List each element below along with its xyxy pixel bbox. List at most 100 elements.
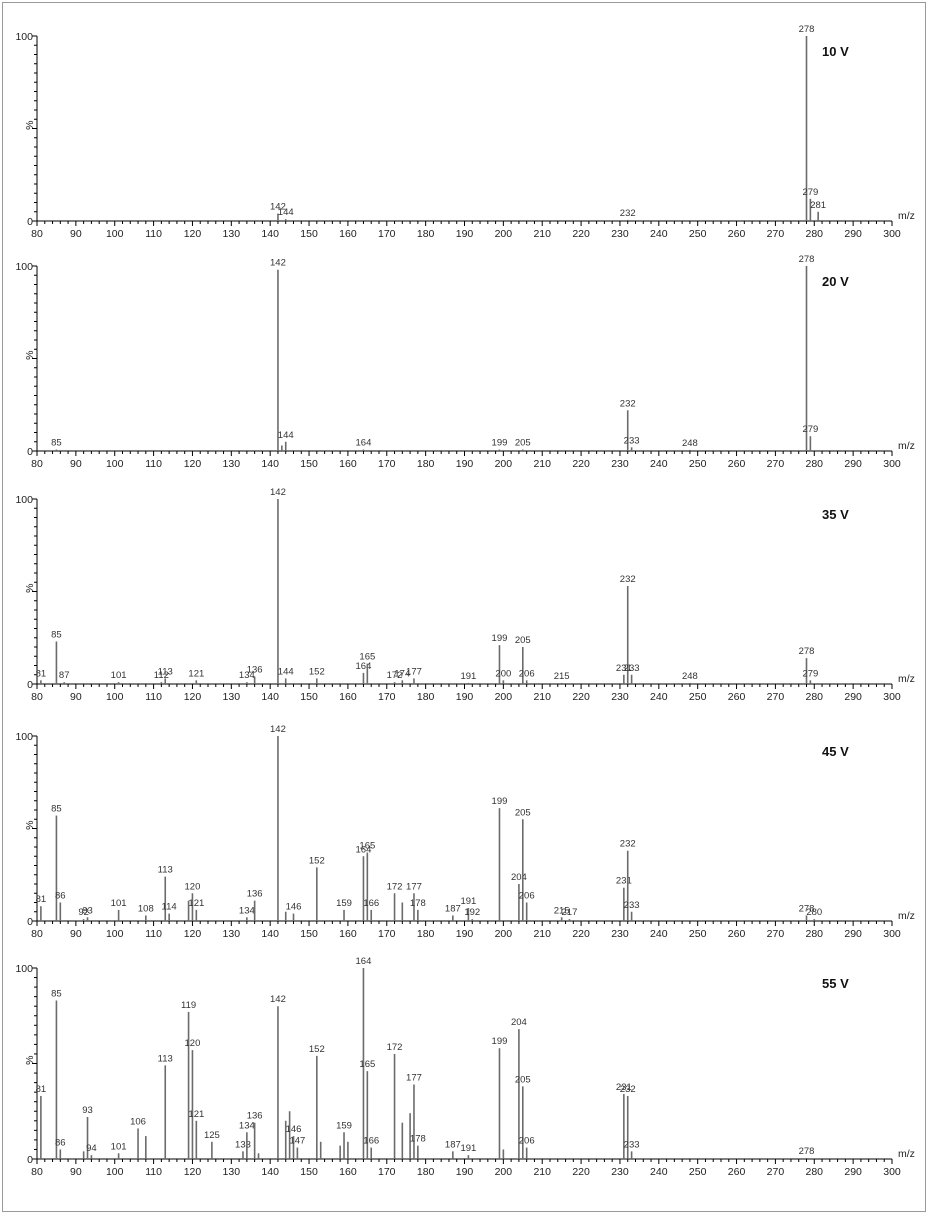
peak-label: 191 [460,896,476,907]
x-tick-label: 230 [611,228,629,240]
x-tick-label: 140 [261,691,279,703]
x-tick-label: 300 [883,228,901,240]
y-axis-label: % [24,1056,36,1065]
peak-label: 81 [36,1084,47,1095]
peak-label: 86 [55,891,66,902]
peak-label: 278 [799,646,815,657]
peak-label: 142 [270,994,286,1005]
x-tick-label: 140 [261,458,279,470]
x-tick-label: 200 [495,228,513,240]
peak-label: 178 [410,1134,426,1145]
x-tick-label: 80 [31,458,43,470]
x-tick-label: 210 [533,228,551,240]
x-tick-label: 190 [456,228,474,240]
peak-label: 165 [359,841,375,852]
x-tick-label: 160 [339,928,357,940]
x-tick-label: 230 [611,458,629,470]
peak-label: 233 [624,900,640,911]
peak-label: 92 [78,907,89,918]
peak-label: 106 [130,1116,146,1127]
peak-label: 144 [278,430,294,441]
peak-label: 136 [247,1111,263,1122]
x-tick-label: 150 [300,458,318,470]
peak-label: 147 [289,1136,305,1147]
peak-label: 232 [620,574,636,585]
x-axis-label: m/z [898,910,915,922]
x-tick-label: 100 [106,228,124,240]
x-tick-label: 290 [844,691,862,703]
x-tick-label: 300 [883,1166,901,1178]
x-tick-label: 250 [689,1166,707,1178]
peak-label: 85 [51,804,62,815]
x-tick-label: 80 [31,691,43,703]
peak-label: 204 [511,872,527,883]
x-tick-label: 190 [456,691,474,703]
peak-label: 177 [406,881,422,892]
peak-label: 231 [616,876,632,887]
collision-voltage-label: 20 V [822,274,849,289]
peak-label: 278 [799,24,815,35]
x-tick-label: 300 [883,691,901,703]
peak-label: 187 [445,1139,461,1150]
x-tick-label: 180 [417,1166,435,1178]
x-tick-label: 300 [883,458,901,470]
y-tick-label: 100 [15,261,33,273]
peak-label: 81 [36,894,47,905]
x-tick-label: 130 [223,228,241,240]
peak-label: 172 [387,881,403,892]
peak-label: 174 [394,668,410,679]
y-tick-label: 100 [15,963,33,975]
peak-label: 187 [445,903,461,914]
x-tick-label: 170 [378,458,396,470]
x-tick-label: 220 [572,928,590,940]
peak-label: 164 [356,661,372,672]
peak-label: 144 [278,666,294,677]
x-tick-label: 270 [767,691,785,703]
peak-label: 206 [519,891,535,902]
x-tick-label: 280 [806,691,824,703]
peak-label: 232 [620,1084,636,1095]
peak-label: 136 [247,889,263,900]
x-tick-label: 100 [106,1166,124,1178]
collision-voltage-label: 10 V [822,44,849,59]
peak-label: 205 [515,635,531,646]
x-tick-label: 180 [417,458,435,470]
x-tick-label: 130 [223,928,241,940]
x-tick-label: 210 [533,1166,551,1178]
x-tick-label: 220 [572,1166,590,1178]
x-tick-label: 160 [339,691,357,703]
peak-label: 121 [188,1109,204,1120]
peak-label: 215 [554,905,570,916]
peak-label: 233 [624,1139,640,1150]
peak-label: 278 [799,1146,815,1157]
x-tick-label: 120 [184,1166,202,1178]
x-tick-label: 130 [223,458,241,470]
peak-label: 113 [158,1053,173,1064]
x-tick-label: 170 [378,928,396,940]
x-tick-label: 260 [728,228,746,240]
peak-label: 142 [270,258,286,269]
x-tick-label: 290 [844,928,862,940]
x-tick-label: 210 [533,928,551,940]
x-tick-label: 260 [728,928,746,940]
y-tick-label: 0 [27,679,33,691]
x-tick-label: 250 [689,458,707,470]
peak-label: 114 [162,902,177,913]
x-tick-label: 170 [378,1166,396,1178]
y-tick-label: 0 [27,216,33,228]
peak-label: 172 [387,670,403,681]
peak-label: 93 [82,905,93,916]
x-tick-label: 290 [844,1166,862,1178]
peak-label: 231 [616,663,632,674]
peak-label: 134 [239,1120,255,1131]
peak-label: 166 [363,1136,379,1147]
peak-label: 204 [511,1017,527,1028]
x-axis-label: m/z [898,440,915,452]
y-axis-label: % [24,821,36,830]
peak-label: 101 [111,1141,127,1152]
peak-label: 164 [356,844,372,855]
spectrum-panel: 0 100% 80 90 100 110 120 130 140 150 160 170 180 190 2… [15,254,914,470]
peak-label: 192 [464,907,480,918]
x-tick-label: 240 [650,228,668,240]
